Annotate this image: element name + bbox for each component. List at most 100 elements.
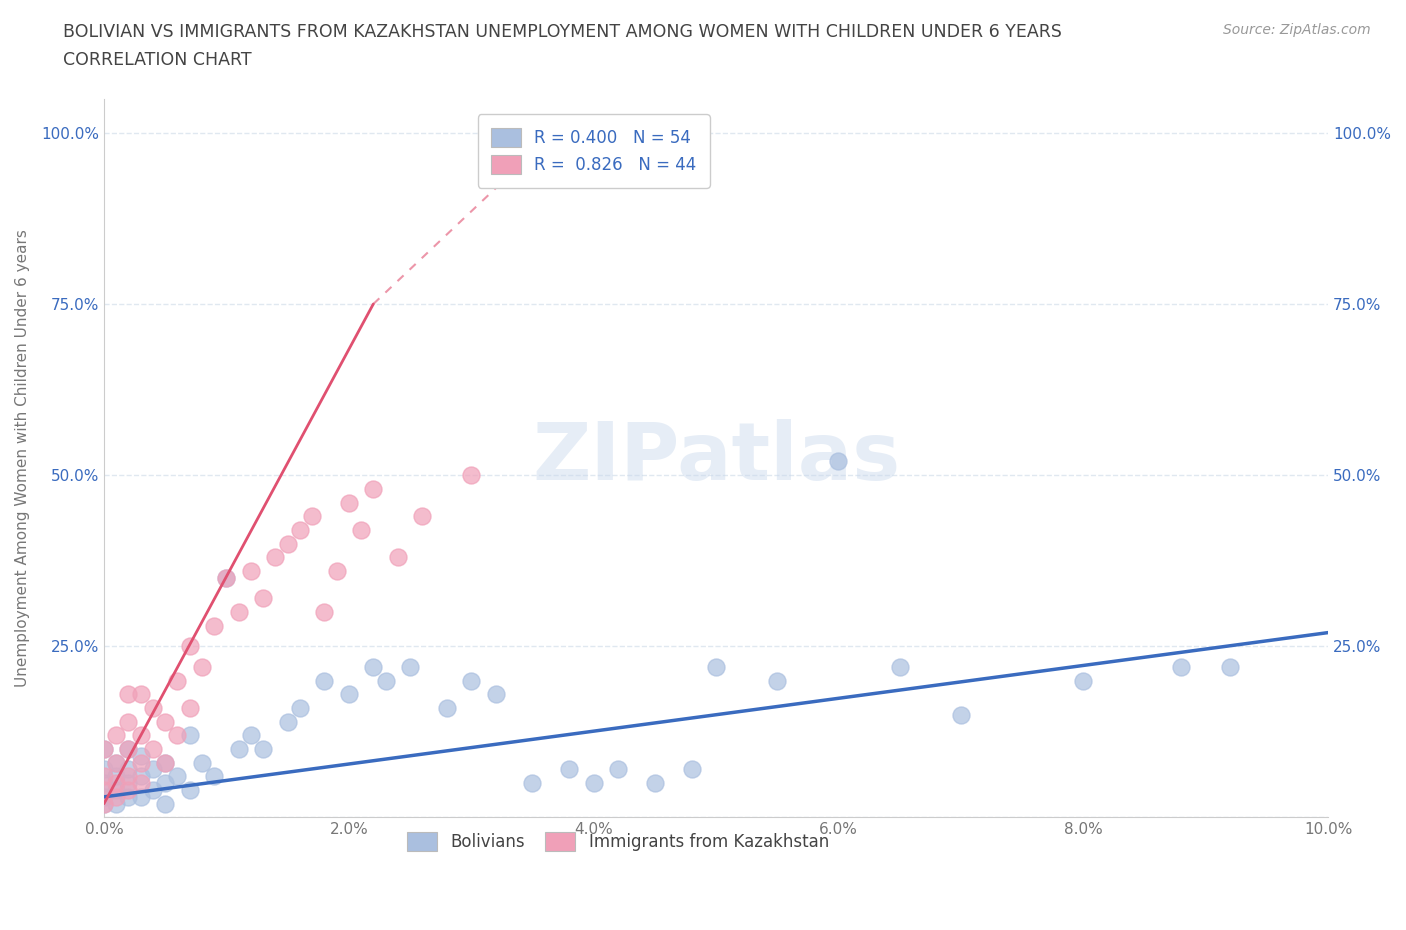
Point: [558, 762, 581, 777]
Text: BOLIVIAN VS IMMIGRANTS FROM KAZAKHSTAN UNEMPLOYMENT AMONG WOMEN WITH CHILDREN UN: BOLIVIAN VS IMMIGRANTS FROM KAZAKHSTAN U…: [63, 23, 1062, 41]
Point: [191, 755, 214, 770]
Point: [460, 468, 482, 483]
Point: [93, 796, 115, 811]
Point: [179, 639, 201, 654]
Point: [399, 659, 422, 674]
Point: [93, 769, 115, 784]
Point: [766, 673, 789, 688]
Point: [93, 762, 115, 777]
Point: [105, 755, 128, 770]
Point: [1170, 659, 1192, 674]
Point: [117, 782, 139, 797]
Point: [337, 686, 360, 701]
Point: [117, 741, 139, 756]
Point: [350, 523, 373, 538]
Point: [228, 604, 250, 619]
Point: [681, 762, 703, 777]
Point: [93, 782, 115, 797]
Point: [1071, 673, 1094, 688]
Point: [607, 762, 630, 777]
Point: [105, 769, 128, 784]
Point: [337, 495, 360, 510]
Point: [105, 782, 128, 797]
Point: [191, 659, 214, 674]
Point: [166, 728, 188, 743]
Point: [522, 776, 544, 790]
Point: [215, 570, 238, 585]
Point: [179, 700, 201, 715]
Point: [387, 550, 409, 565]
Point: [129, 749, 152, 764]
Point: [582, 776, 605, 790]
Point: [117, 790, 139, 804]
Point: [827, 454, 849, 469]
Point: [288, 523, 311, 538]
Point: [374, 673, 396, 688]
Point: [93, 776, 115, 790]
Point: [129, 755, 152, 770]
Point: [142, 782, 165, 797]
Text: ZIPatlas: ZIPatlas: [531, 419, 900, 497]
Point: [704, 659, 727, 674]
Legend: Bolivians, Immigrants from Kazakhstan: Bolivians, Immigrants from Kazakhstan: [399, 823, 837, 859]
Point: [411, 509, 433, 524]
Point: [166, 769, 188, 784]
Point: [264, 550, 287, 565]
Point: [153, 776, 176, 790]
Text: Source: ZipAtlas.com: Source: ZipAtlas.com: [1223, 23, 1371, 37]
Point: [153, 714, 176, 729]
Point: [129, 728, 152, 743]
Point: [117, 776, 139, 790]
Point: [117, 686, 139, 701]
Point: [1219, 659, 1241, 674]
Point: [361, 482, 384, 497]
Point: [142, 762, 165, 777]
Point: [644, 776, 666, 790]
Point: [215, 570, 238, 585]
Point: [288, 700, 311, 715]
Point: [105, 755, 128, 770]
Point: [239, 564, 262, 578]
Point: [436, 700, 458, 715]
Point: [314, 604, 336, 619]
Point: [202, 769, 225, 784]
Text: CORRELATION CHART: CORRELATION CHART: [63, 51, 252, 69]
Point: [153, 755, 176, 770]
Y-axis label: Unemployment Among Women with Children Under 6 years: Unemployment Among Women with Children U…: [15, 229, 30, 687]
Point: [129, 769, 152, 784]
Point: [129, 776, 152, 790]
Point: [93, 741, 115, 756]
Point: [252, 741, 274, 756]
Point: [361, 659, 384, 674]
Point: [166, 673, 188, 688]
Point: [105, 796, 128, 811]
Point: [228, 741, 250, 756]
Point: [325, 564, 347, 578]
Point: [314, 673, 336, 688]
Point: [239, 728, 262, 743]
Point: [105, 776, 128, 790]
Point: [485, 686, 508, 701]
Point: [142, 741, 165, 756]
Point: [153, 755, 176, 770]
Point: [129, 686, 152, 701]
Point: [301, 509, 323, 524]
Point: [117, 714, 139, 729]
Point: [117, 769, 139, 784]
Point: [889, 659, 911, 674]
Point: [460, 673, 482, 688]
Point: [117, 762, 139, 777]
Point: [129, 790, 152, 804]
Point: [277, 537, 299, 551]
Point: [93, 796, 115, 811]
Point: [179, 782, 201, 797]
Point: [93, 790, 115, 804]
Point: [949, 708, 972, 723]
Point: [105, 728, 128, 743]
Point: [277, 714, 299, 729]
Point: [105, 790, 128, 804]
Point: [142, 700, 165, 715]
Point: [179, 728, 201, 743]
Point: [153, 796, 176, 811]
Point: [117, 741, 139, 756]
